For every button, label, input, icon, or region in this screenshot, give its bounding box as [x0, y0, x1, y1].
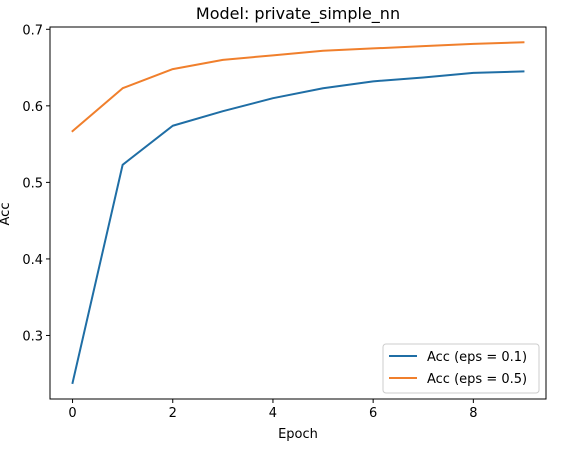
- y-tick-label: 0.4: [22, 253, 43, 268]
- y-tick-label: 0.7: [22, 23, 43, 38]
- x-axis: 0 2 4 6 8: [68, 399, 477, 421]
- x-tick-label: 8: [469, 406, 477, 421]
- x-tick-label: 4: [269, 406, 277, 421]
- legend-label-2: Acc (eps = 0.5): [427, 372, 527, 387]
- x-tick-label: 6: [369, 406, 377, 421]
- y-axis-label: Acc: [0, 203, 13, 226]
- legend-box: [382, 343, 540, 394]
- plot-area: [49, 26, 547, 400]
- x-axis-label: Epoch: [278, 427, 318, 442]
- x-tick-label: 0: [68, 406, 76, 421]
- y-axis: 0.3 0.4 0.5 0.6 0.7: [22, 23, 50, 344]
- y-tick-label: 0.3: [22, 329, 43, 344]
- series-line-2: [71, 41, 525, 133]
- chart-title: Model: private_simple_nn: [196, 4, 400, 24]
- y-tick-label: 0.5: [22, 176, 43, 191]
- x-tick-label: 2: [169, 406, 177, 421]
- series-line-1: [71, 70, 525, 385]
- y-tick-label: 0.6: [22, 100, 43, 115]
- plot-frame: [49, 26, 547, 400]
- legend: Acc (eps = 0.1) Acc (eps = 0.5): [382, 343, 540, 394]
- legend-label-1: Acc (eps = 0.1): [427, 350, 527, 365]
